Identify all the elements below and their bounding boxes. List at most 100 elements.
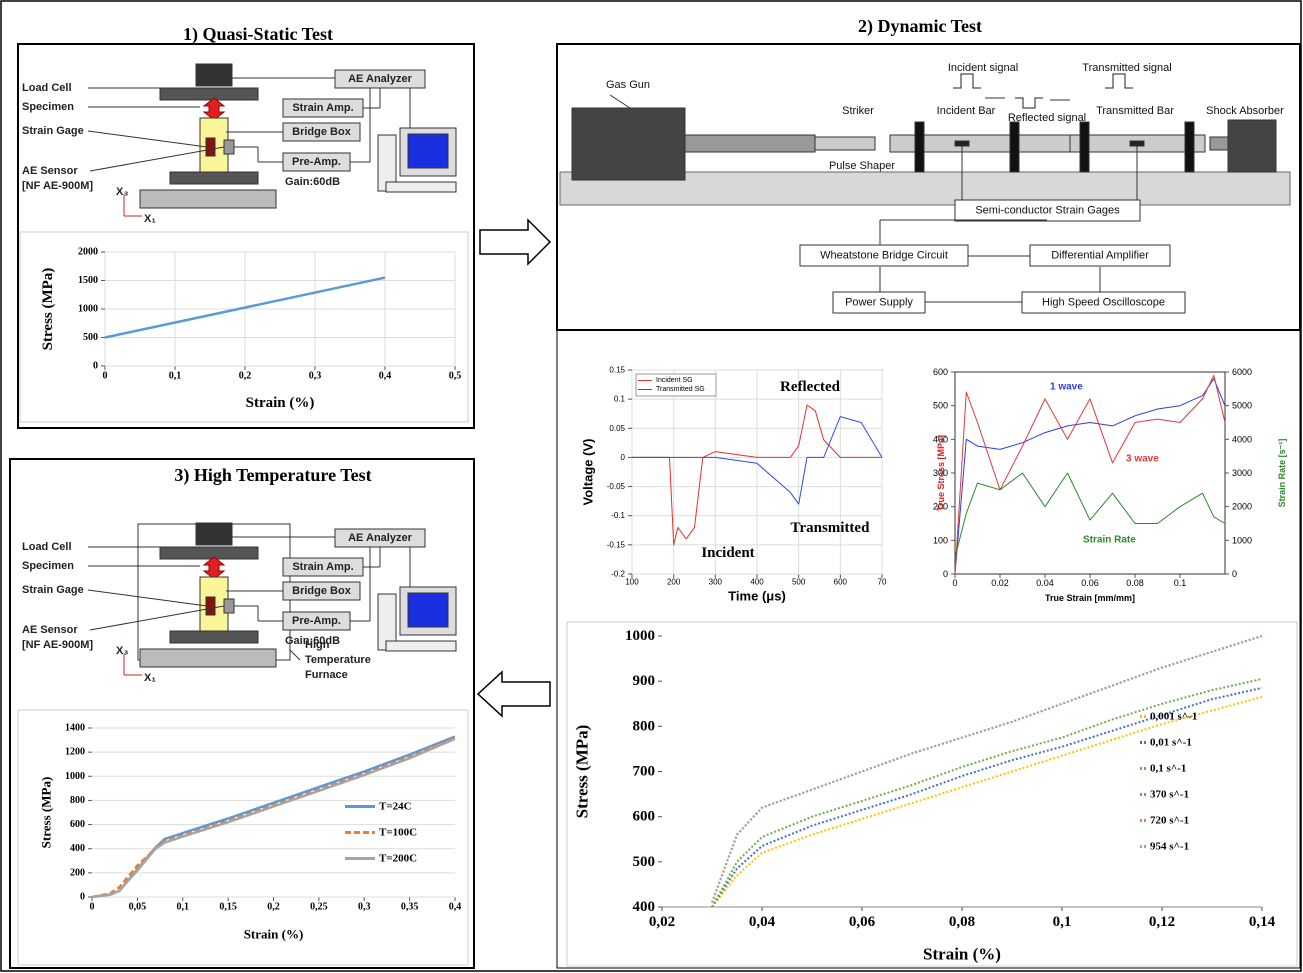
y-axis-label: Stress (MPa) [40,268,56,351]
screen [408,134,448,168]
label: Bridge Box [292,126,352,138]
gage [955,141,969,146]
label: Wheatstone Bridge Circuit [820,250,948,262]
x-tick-label: 0,1 [169,371,182,382]
x-tick-label: 0,06 [849,914,876,930]
y2-tick-label: 1000 [1232,535,1252,545]
label: Semi-conductor Strain Gages [975,205,1120,217]
label: X₃ [116,186,128,198]
x-tick-label: 0,35 [401,902,419,913]
legend-label: T=24C [379,801,412,813]
x-tick-label: 0,12 [1149,914,1175,930]
y-tick-label: 900 [633,673,656,689]
legend-label: 0,01 s^-1 [1150,737,1192,749]
label: Pre-Amp. [292,615,341,627]
y-tick-label: 600 [633,809,656,825]
y-tick-label: 400 [633,899,656,915]
x-tick-label: 0,3 [358,902,371,913]
y-tick-label: 600 [70,819,85,830]
label: Specimen [22,560,74,572]
y2-tick-label: 0 [1232,569,1237,579]
x-tick-label: 0,5 [449,371,462,382]
y-tick-label: 800 [70,795,85,806]
x-tick-label: 0,4 [379,371,392,382]
y-tick-label: 2000 [78,247,98,258]
panel-title: 2) Dynamic Test [858,16,982,37]
x-tick-label: 0,1 [177,902,190,913]
y-tick-label: 600 [933,367,948,377]
label: Strain Gage [22,584,84,596]
y-tick-label: 1000 [78,304,98,315]
shock-absorber [1228,120,1276,172]
y-tick-label: -0.1 [611,511,625,520]
label: Power Supply [845,297,913,309]
label: AE Sensor [22,624,78,636]
label: Transmitted signal [1082,62,1171,74]
y-axis-label: Stress (MPa) [573,725,592,819]
y2-tick-label: 4000 [1232,434,1252,444]
y-tick-label: 1400 [65,723,85,734]
series-label: Strain Rate [1083,535,1136,546]
legend-label: 370 s^-1 [1150,789,1189,801]
load-cell [196,64,232,86]
label: [NF AE-900M] [22,639,93,651]
y-tick-label: 500 [933,401,948,411]
y2-tick-label: 5000 [1232,401,1252,411]
panel-title: 3) High Temperature Test [174,465,371,486]
x-axis-label: Strain (%) [244,927,304,942]
y-tick-label: -0.05 [607,482,626,491]
y-tick-label: 200 [70,867,85,878]
y-tick-label: 500 [633,854,656,870]
x-tick-label: 200 [667,578,681,587]
label: Incident Bar [937,105,996,117]
label: Furnace [305,669,348,681]
y-tick-label: 0 [93,361,98,372]
x-tick-label: 100 [625,578,639,587]
y-tick-label: 0.15 [609,366,625,375]
x-tick-label: 400 [750,578,764,587]
legend-label: 954 s^-1 [1150,841,1189,853]
legend-label: T=200C [379,853,417,865]
y-axis-label: Stress (MPa) [39,777,54,849]
y2-axis-label: Strain Rate [s⁻¹] [1277,439,1287,508]
x-tick-label: 0,08 [949,914,975,930]
label: Strain Amp. [292,561,353,573]
keyboard [386,641,456,651]
figure: 1) Quasi-Static Test 2) Dynamic Test 3) … [0,0,1303,973]
y-tick-label: 0 [80,892,85,903]
x-tick-label: 0.1 [1174,578,1187,588]
x-tick-label: 600 [834,578,848,587]
y-axis-label: True Stress [MPa] [936,435,946,511]
bar-support [915,122,924,172]
y-tick-label: 700 [633,764,656,780]
gas-gun [572,108,685,180]
label: [NF AE-900M] [22,180,93,192]
label: AE Analyzer [348,73,413,85]
panel-title: 1) Quasi-Static Test [183,24,333,45]
x-tick-label: 0,04 [749,914,776,930]
label: Temperature [305,654,371,666]
y-tick-label: -0.15 [607,540,626,549]
x-tick-label: 0,15 [219,902,237,913]
keyboard [386,182,456,192]
base [140,649,276,667]
y-tick-label: 400 [70,843,85,854]
y-tick-label: 1000 [625,628,655,644]
x-tick-label: 300 [709,578,723,587]
label: Incident signal [948,62,1018,74]
x-tick-label: 0,4 [449,902,462,913]
label: X₁ [144,213,156,225]
annotation: Incident [701,545,754,561]
x-tick-label: 0 [952,578,957,588]
bar-support [1080,122,1089,172]
x-tick-label: 0 [90,902,95,913]
label: Shock Absorber [1206,105,1284,117]
x-axis-label: Strain (%) [246,395,315,411]
x-tick-label: 0,1 [1053,914,1072,930]
label: Gain:60dB [285,176,340,188]
legend-label: T=100C [379,827,417,839]
x-tick-label: 0,14 [1249,914,1276,930]
platen [170,631,258,643]
strain-gage [206,138,215,156]
legend-label: 720 s^-1 [1150,815,1189,827]
